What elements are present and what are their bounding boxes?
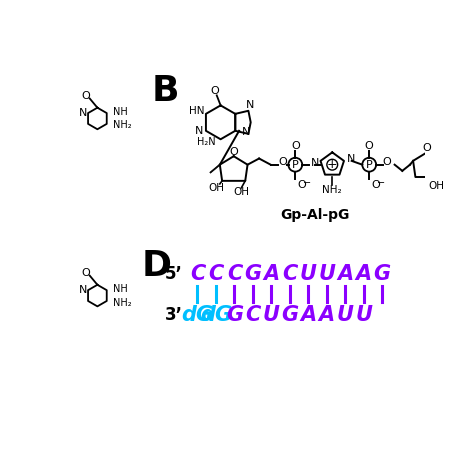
Text: O: O — [365, 141, 374, 151]
Text: A: A — [337, 264, 354, 284]
Text: O: O — [279, 157, 287, 167]
Text: G: G — [226, 305, 243, 325]
Text: NH: NH — [113, 107, 128, 117]
Text: C: C — [245, 305, 261, 325]
Text: N: N — [246, 100, 254, 109]
Text: OH: OH — [233, 187, 249, 197]
Text: OH: OH — [209, 183, 225, 193]
Text: U: U — [337, 305, 354, 325]
Text: N: N — [241, 128, 250, 137]
Text: O: O — [423, 143, 431, 153]
Text: NH₂: NH₂ — [113, 120, 131, 130]
Text: NH₂: NH₂ — [322, 185, 342, 195]
Text: A: A — [356, 264, 372, 284]
Text: N: N — [195, 126, 203, 136]
Text: P: P — [366, 160, 373, 170]
Text: C: C — [190, 264, 205, 284]
Text: O: O — [82, 91, 90, 101]
Text: N: N — [79, 285, 87, 295]
Text: O: O — [372, 180, 380, 190]
Text: 5’: 5’ — [165, 265, 183, 283]
Text: P: P — [292, 160, 299, 170]
Text: OH: OH — [428, 181, 444, 191]
Text: B: B — [151, 74, 179, 108]
Text: U: U — [263, 305, 280, 325]
Text: dG: dG — [200, 305, 232, 325]
Text: NH₂: NH₂ — [113, 298, 131, 308]
Text: G: G — [245, 264, 262, 284]
Text: G: G — [282, 305, 299, 325]
Text: −: − — [303, 178, 311, 188]
Text: O: O — [229, 146, 238, 156]
Text: C: C — [227, 264, 242, 284]
Text: O: O — [211, 86, 219, 96]
Text: C: C — [282, 264, 298, 284]
Text: NH: NH — [113, 283, 128, 294]
Text: N: N — [310, 158, 319, 168]
Text: O: O — [298, 180, 306, 190]
Text: D: D — [141, 249, 171, 283]
Text: Gp-Al-pG: Gp-Al-pG — [280, 208, 349, 222]
Text: A: A — [319, 305, 335, 325]
Text: O: O — [291, 141, 300, 151]
Text: HN: HN — [189, 106, 204, 116]
Text: O: O — [383, 157, 392, 167]
Text: C: C — [208, 264, 224, 284]
Text: A: A — [301, 305, 317, 325]
Text: U: U — [356, 305, 372, 325]
Text: U: U — [319, 264, 335, 284]
Text: U: U — [300, 264, 317, 284]
Text: −: − — [377, 178, 385, 188]
Text: N: N — [79, 108, 87, 118]
Text: H₂N: H₂N — [198, 137, 216, 146]
Text: N: N — [347, 155, 356, 164]
Text: O: O — [82, 268, 90, 278]
Text: dG: dG — [182, 305, 214, 325]
Text: A: A — [264, 264, 280, 284]
Text: G: G — [374, 264, 391, 284]
Text: 3’: 3’ — [165, 306, 183, 324]
Text: +: + — [327, 158, 337, 171]
